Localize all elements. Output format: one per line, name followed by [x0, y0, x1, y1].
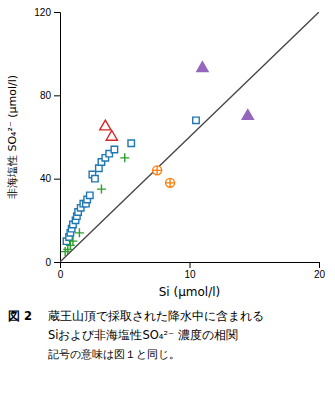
tick: 0 [45, 257, 60, 268]
tick: 0 [58, 262, 64, 280]
tick: 80 [40, 90, 60, 101]
tick: 10 [184, 262, 196, 280]
caption: 蔵王山頂で採取された降水中に含まれる [48, 309, 264, 323]
axis-line [54, 13, 61, 263]
point [106, 131, 117, 141]
chart-svg: 0 10 20 0 40 80 120 Si (μmol/l) 非海塩性 SO₄²⁻ (μmol… [0, 0, 335, 409]
point [68, 237, 77, 246]
point-series [153, 166, 175, 188]
tick-mark [54, 179, 60, 180]
tick-mark [190, 262, 191, 268]
point-series [100, 120, 118, 140]
tick: 40 [40, 173, 60, 184]
caption: 記号の意味は図１と同じ。 [48, 348, 180, 360]
tick-label: 20 [314, 269, 326, 280]
chart-container: 0 10 20 0 40 80 120 Si (μmol/l) 非海塩性 SO₄²⁻ (μmol… [0, 0, 335, 409]
point [100, 120, 111, 130]
axis-line [61, 263, 320, 269]
x-axis-title: Si (μmol/l) [159, 285, 221, 299]
point [97, 185, 106, 194]
tick-label: 120 [34, 7, 51, 18]
tick-label: 80 [40, 90, 52, 101]
tick-mark [319, 262, 320, 268]
point-series [63, 117, 199, 244]
point [242, 110, 253, 120]
point [197, 62, 208, 72]
point [128, 140, 134, 146]
point [96, 165, 102, 171]
tick-mark [54, 12, 60, 13]
regression-line [60, 12, 319, 262]
point [193, 117, 199, 123]
tick-mark [54, 262, 60, 263]
y-axis: 0 40 80 120 [34, 7, 60, 268]
tick-label: 0 [45, 257, 51, 268]
y-axis-title: 非海塩性 SO₄²⁻ (μmol/l) [6, 75, 19, 199]
tick-label: 40 [40, 173, 52, 184]
tick-label: 0 [58, 269, 64, 280]
point [92, 175, 98, 181]
x-axis: 0 10 20 [58, 262, 326, 280]
point [75, 228, 84, 237]
caption: Siおよび非海塩性SO₄²⁻ 濃度の相関 [48, 328, 238, 342]
point [87, 192, 93, 198]
point-series [61, 153, 130, 256]
tick: 120 [34, 7, 60, 18]
point [166, 178, 175, 187]
point [153, 166, 162, 175]
tick-mark [54, 95, 60, 96]
tick-label: 10 [184, 269, 196, 280]
point-series [197, 62, 254, 120]
caption: 図 2 [8, 309, 32, 323]
tick: 20 [314, 262, 326, 280]
plot-area [60, 12, 319, 262]
point [111, 146, 117, 152]
point [120, 153, 129, 162]
